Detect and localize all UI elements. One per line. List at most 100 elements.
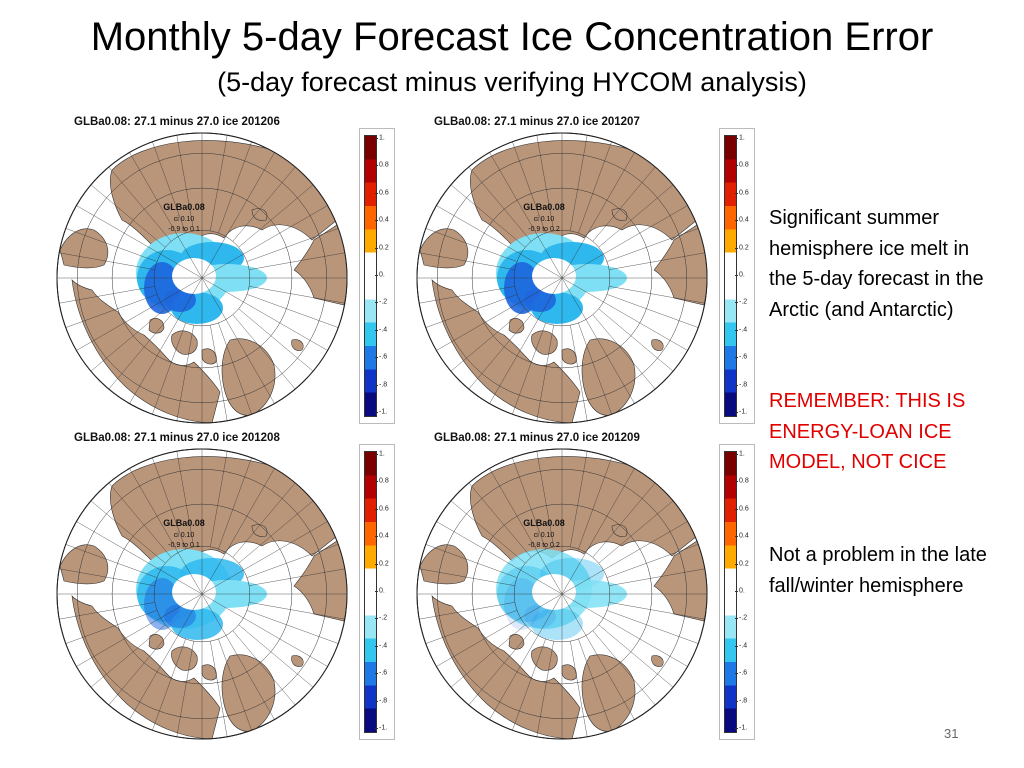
land-mass [148,318,165,334]
meridian-line [419,252,515,270]
colorbar-tick [375,563,378,565]
map-panel-201209: GLBa0.08: 27.1 minus 27.0 ice 201209 GLB… [412,432,762,742]
colorbar-tick [375,412,378,413]
colorbar-label: 0.4 [739,532,749,540]
meridian-line [201,593,275,720]
map-panel-201208: GLBa0.08: 27.1 minus 27.0 ice 201208 GLB… [52,432,402,742]
land-mass [508,318,525,334]
meridian-line [210,135,228,231]
meridian-line [90,624,166,688]
colorbar: 1. 0.8 0.6 0.4 0.2 0. -.2 -.4 -.6 -.8 -1. [719,444,755,740]
colorbar: 1. 0.8 0.6 0.4 0.2 0. -.2 -.4 -.6 -.8 -1. [359,444,395,740]
colorbar-label: -.4 [739,326,748,334]
meridian-line [561,152,635,279]
panel-title: GLBa0.08: 27.1 minus 27.0 ice 201206 [74,116,280,128]
meridian-line [436,521,563,595]
meridian-line [536,135,554,231]
colorbar-label: -1. [739,408,748,416]
meridian-line [592,630,656,706]
meridian-line [489,468,563,595]
meridian-line [609,568,705,586]
meridian-line [561,277,635,404]
meridian-line [561,521,688,595]
map-label-range: -0.9 to 0.1 [168,226,200,233]
meridian-line [246,610,339,644]
ice-anomaly [164,604,196,628]
meridian-line [246,544,339,578]
colorbar-strip [364,135,377,417]
meridian-line [536,641,554,737]
colorbar-tick [375,302,378,304]
meridian-line [108,630,172,706]
colorbar-tick [375,454,378,455]
colorbar-label: -1. [739,724,748,732]
meridian-line [218,638,252,731]
meridian-line [570,325,588,421]
colorbar-tick [375,247,378,249]
colorbar-tick [375,138,378,139]
meridian-line [249,286,345,304]
meridian-line [65,228,158,262]
meridian-line [246,294,339,328]
meridian-line [152,322,186,415]
colorbar-tick [375,220,378,222]
meridian-line [468,630,532,706]
colorbar-label: 0. [379,587,385,595]
colorbar-label: 0. [379,271,385,279]
ice-anomaly [524,604,556,628]
land-mass [148,634,165,650]
meridian-line [65,610,158,644]
map-label-name: GLBa0.08 [523,202,565,212]
meridian-line [232,482,296,558]
meridian-line [570,451,588,547]
colorbar-tick [735,645,738,647]
colorbar-label: -.6 [379,669,388,677]
winter-note-text: Not a problem in the late fall/winter he… [769,544,987,597]
land-mass [59,544,109,585]
meridian-line [578,457,612,550]
colorbar: 1. 0.8 0.6 0.4 0.2 0. -.2 -.4 -.6 -.8 -1. [719,128,755,424]
colorbar: 1. 0.8 0.6 0.4 0.2 0. -.2 -.4 -.6 -.8 -1. [359,128,395,424]
colorbar-label: 0.8 [739,477,749,485]
map-border [416,448,708,740]
pole-ice [532,574,576,610]
colorbar-tick [375,192,378,194]
meridian-line [59,568,155,586]
colorbar-tick [735,454,738,455]
meridian-line [218,141,252,234]
colorbar-label: 1. [739,450,745,458]
meridian-line [606,610,699,644]
colorbar-label: -.2 [379,614,388,622]
colorbar-label: 0. [739,271,745,279]
meridian-line [210,641,228,737]
meridian-line [201,277,328,351]
slide-title: Monthly 5-day Forecast Ice Concentration… [90,15,934,59]
colorbar-label: 0. [739,587,745,595]
meridian-line [76,521,203,595]
polar-map: GLBa0.08 ci 0.10 -0.9 to 0.2 [416,132,708,424]
colorbar-label: -.8 [379,381,388,389]
land-mass [171,646,198,671]
map-label-ci: ci 0.10 [174,532,195,539]
meridian-line [232,166,296,242]
meridian-line [489,277,563,404]
meridian-line [176,641,194,737]
meridian-line [210,451,228,547]
meridian-line [425,610,518,644]
map-label-range: -0.9 to 0.2 [528,226,560,233]
meridian-line [201,152,275,279]
map-label-ci: ci 0.10 [534,532,555,539]
colorbar-tick [735,165,738,167]
map-border [56,132,348,424]
colorbar-label: -.4 [739,642,748,650]
meridian-line [468,314,532,390]
meridian-line [108,482,172,558]
meridian-line [218,322,252,415]
panel-title: GLBa0.08: 27.1 minus 27.0 ice 201207 [434,116,640,128]
ice-anomaly [524,288,556,312]
map-label-range: -0.9 to 0.1 [168,542,200,549]
land-mass [508,634,525,650]
colorbar-label: -1. [379,408,388,416]
meridian-line [246,228,339,262]
meridian-line [578,141,612,234]
